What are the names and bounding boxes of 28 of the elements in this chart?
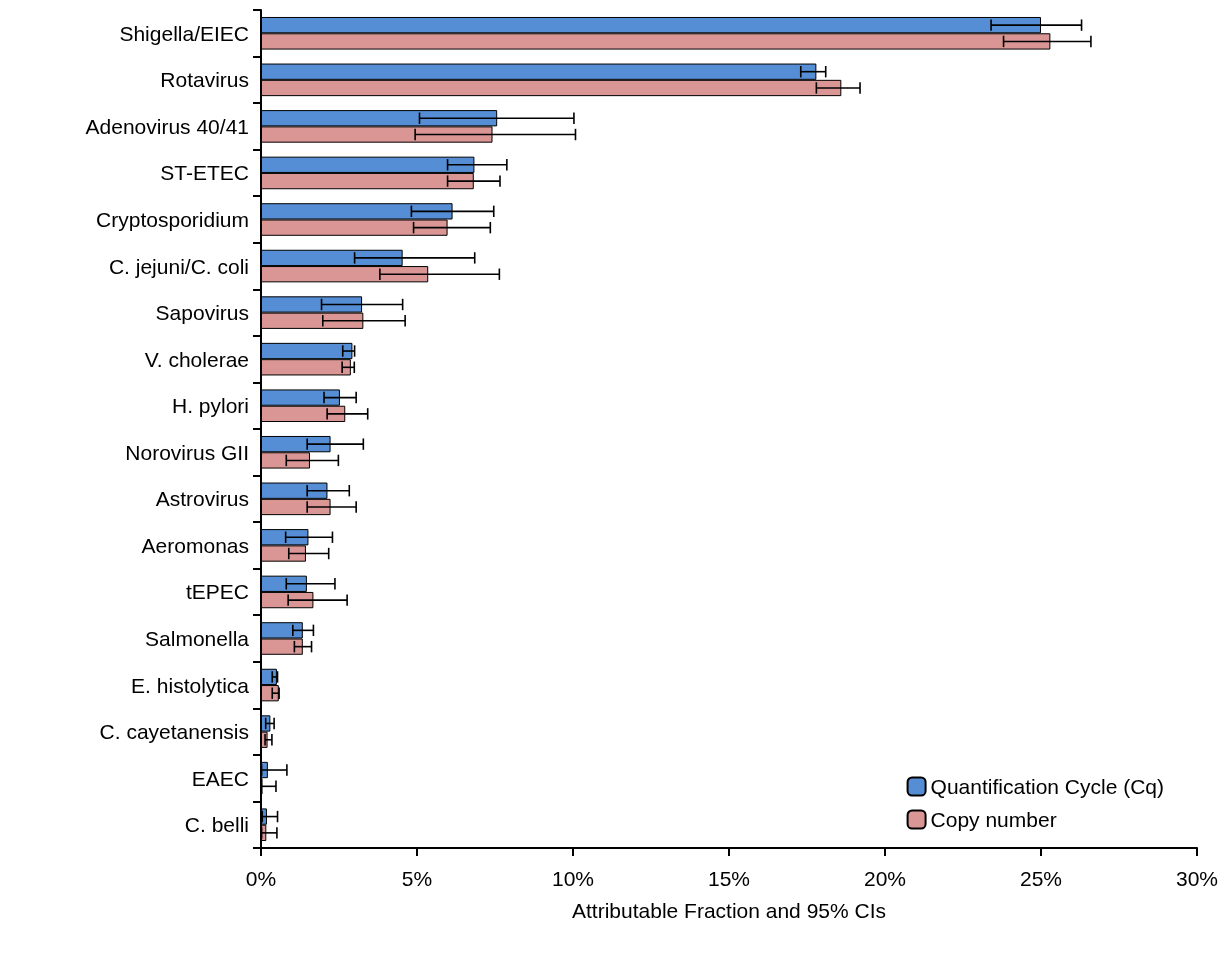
y-tick-label: tEPEC <box>185 580 249 604</box>
y-tick-label: ST-ETEC <box>160 161 249 185</box>
x-tick-label: 30% <box>1175 867 1219 890</box>
y-tick-label: Norovirus GII <box>125 440 249 464</box>
y-tick-label: EAEC <box>191 766 249 790</box>
y-tick-label: Aeromonas <box>141 533 249 557</box>
y-tick-label: Shigella/EIEC <box>119 21 249 45</box>
y-tick-label: H. pylori <box>171 394 249 418</box>
y-tick-label: Cryptosporidium <box>96 208 249 231</box>
x-tick-label: 10% <box>551 867 595 890</box>
y-tick-label: E. histolytica <box>131 673 250 697</box>
y-tick-label: Sapovirus <box>155 301 249 325</box>
y-tick-label: C. jejuni/C. coli <box>108 254 249 278</box>
y-tick-label: Astrovirus <box>155 487 249 511</box>
x-tick-label: 20% <box>863 867 907 890</box>
x-tick-label: 0% <box>245 867 277 890</box>
legend-label: Quantification Cycle (Cq) <box>930 775 1164 798</box>
y-tick-label: Rotavirus <box>160 68 249 92</box>
y-tick-label: C. cayetanensis <box>99 720 249 744</box>
x-tick-label: 15% <box>707 867 751 890</box>
y-tick-label: Salmonella <box>145 627 250 650</box>
x-tick-label: 5% <box>401 867 433 890</box>
y-tick-label: Adenovirus 40/41 <box>85 114 249 138</box>
y-tick-label: C. belli <box>184 813 249 837</box>
legend-label: Copy number <box>930 808 1057 831</box>
y-tick-label: V. cholerae <box>144 347 249 371</box>
x-tick-label: 25% <box>1019 867 1063 890</box>
x-axis-title: Attributable Fraction and 95% CIs <box>572 899 886 922</box>
